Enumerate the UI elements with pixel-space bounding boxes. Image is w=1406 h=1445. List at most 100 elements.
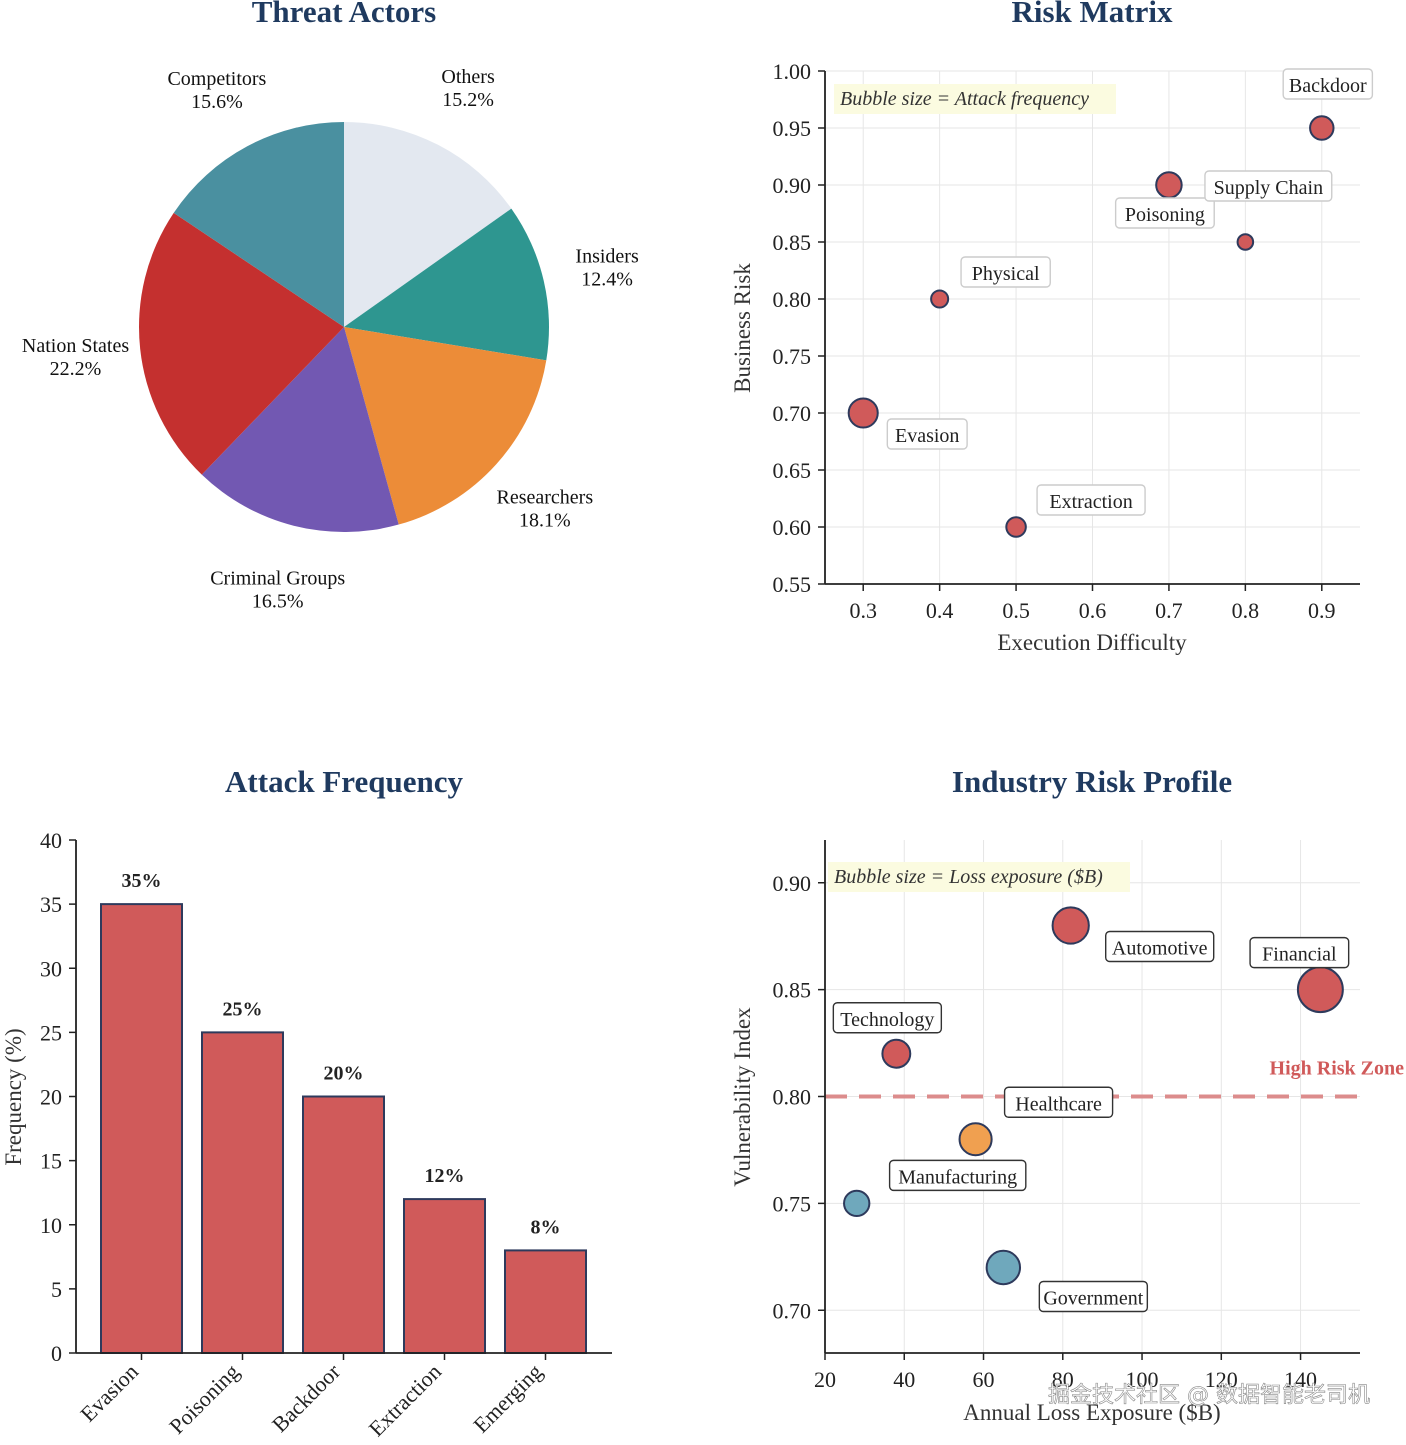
bar-emerging — [504, 1249, 587, 1355]
pie-label-competitors: Competitors — [167, 68, 266, 90]
label-box-evasion — [886, 418, 968, 450]
bubble-backdoor — [1309, 115, 1335, 141]
bubble-extraction — [1005, 516, 1027, 538]
label-box-backdoor — [1282, 68, 1374, 100]
bubble-label-backdoor: Backdoor — [1289, 75, 1367, 97]
tick-label-x-0: 20 — [814, 1367, 836, 1392]
bubble-financial — [1296, 966, 1344, 1014]
risk-matrix-ylabel: Business Risk — [730, 263, 755, 393]
risk-matrix-grid — [825, 70, 1360, 585]
tick-label-x-2: 0.5 — [1002, 598, 1030, 623]
tick-label-y-3: 0.85 — [773, 978, 812, 1003]
bar-value-poisoning: 25% — [223, 998, 263, 1020]
pie-slice-insiders — [344, 208, 549, 361]
tick-label-y-7: 35 — [40, 892, 62, 917]
tick-label-y-4: 0.75 — [773, 344, 812, 369]
tick-label-x-6: 0.9 — [1308, 598, 1336, 623]
bar-backdoor — [302, 1095, 385, 1354]
label-box-extraction — [1036, 484, 1146, 516]
pie-pct-competitors: 15.6% — [191, 91, 243, 113]
pie-label-insiders: Insiders — [575, 245, 639, 267]
bubble-healthcare — [958, 1122, 993, 1157]
risk-matrix-title: Risk Matrix — [1011, 0, 1173, 29]
tick-label-x-4: 0.7 — [1155, 598, 1183, 623]
watermark: 掘金技术社区 @ 数据智能老司机 — [1048, 1383, 1370, 1408]
bubble-government — [985, 1249, 1022, 1286]
high-risk-threshold: High Risk Zone — [825, 1058, 1405, 1099]
pie-slices — [139, 122, 549, 532]
label-box-financial — [1249, 936, 1350, 969]
bar-evasion — [100, 903, 183, 1354]
tick-label-x-0: 0.3 — [849, 598, 877, 623]
tick-label-x-5: 120 — [1205, 1367, 1238, 1392]
bubble-poisoning — [1155, 171, 1183, 199]
threat-actors-title: Threat Actors — [252, 0, 437, 29]
pie-label-nation-states: Nation States — [22, 335, 129, 357]
bubble-label-supply-chain: Supply Chain — [1214, 177, 1323, 199]
high-risk-zone-label: High Risk Zone — [1270, 1058, 1405, 1080]
industry-risk-axes: 20 40 60 80 100 120 140 0.70 0.75 0.80 0.85 0.90 — [773, 840, 1360, 1392]
bar-extraction — [403, 1198, 486, 1354]
bubble-label-manufacturing: Manufacturing — [898, 1166, 1017, 1188]
tick-label-y-6: 30 — [40, 956, 62, 981]
label-box-healthcare — [1003, 1086, 1114, 1118]
bubble-technology — [881, 1038, 912, 1069]
category-label-emerging: Emerging — [468, 1359, 547, 1438]
risk-matrix-note: Bubble size = Attack frequency — [834, 84, 1116, 114]
tick-label-y-8: 0.95 — [773, 116, 812, 141]
pie-pct-criminal-groups: 16.5% — [252, 591, 304, 613]
tick-label-y-5: 0.80 — [773, 287, 812, 312]
bar-value-evasion: 35% — [122, 870, 162, 892]
label-box-automotive — [1105, 930, 1215, 963]
pie-slice-criminal-groups — [201, 327, 399, 532]
industry-risk-points: Financial Automotive Technology Healthcare M… — [832, 906, 1350, 1313]
label-box-physical — [960, 256, 1051, 288]
industry-risk-note-bg — [828, 862, 1130, 892]
bubble-label-evasion: Evasion — [895, 425, 959, 447]
tick-label-y-3: 0.70 — [773, 401, 812, 426]
bubble-label-government: Government — [1043, 1288, 1143, 1310]
tick-label-y-0: 0 — [51, 1341, 62, 1366]
bar-value-extraction: 12% — [425, 1165, 465, 1187]
bar-value-emerging: 8% — [531, 1216, 561, 1238]
risk-matrix-panel: Risk Matrix Bubble size = Attack frequen… — [730, 0, 1374, 655]
pie-label-researchers: Researchers — [496, 487, 593, 509]
bubble-manufacturing — [843, 1189, 871, 1218]
label-box-technology — [832, 1002, 943, 1034]
industry-risk-title: Industry Risk Profile — [952, 764, 1232, 799]
tick-label-y-4: 20 — [40, 1085, 62, 1110]
pie-pct-researchers: 18.1% — [519, 510, 571, 532]
tick-label-y-2: 0.80 — [773, 1085, 812, 1110]
category-label-backdoor: Backdoor — [267, 1358, 346, 1437]
tick-label-y-1: 0.75 — [773, 1191, 812, 1216]
attack-frequency-bars: 35% 25% 20% 12% 8% — [100, 870, 587, 1355]
risk-matrix-points: Evasion Poisoning Backdoor Extraction Physic… — [847, 68, 1374, 538]
industry-risk-ylabel: Vulnerability Index — [730, 1007, 755, 1187]
bubble-automotive — [1051, 906, 1090, 945]
pie-slice-others — [344, 122, 512, 327]
tick-label-y-6: 0.85 — [773, 230, 812, 255]
industry-risk-xlabel: Annual Loss Exposure ($B) — [963, 1400, 1220, 1425]
pie-pct-nation-states: 22.2% — [50, 358, 102, 380]
industry-risk-note-text: Bubble size = Loss exposure ($B) — [834, 866, 1103, 888]
tick-label-x-2: 60 — [973, 1367, 995, 1392]
pie-pct-others: 15.2% — [442, 89, 494, 111]
tick-label-x-1: 0.4 — [926, 598, 954, 623]
tick-label-y-7: 0.90 — [773, 173, 812, 198]
risk-matrix-axes: 0.3 0.4 0.5 0.6 0.7 0.8 0.9 0.55 0.60 0.65 0.70 0.7… — [773, 59, 1360, 623]
category-label-extraction: Extraction — [364, 1359, 446, 1441]
bar-value-backdoor: 20% — [324, 1063, 364, 1085]
tick-label-y-4: 0.90 — [773, 871, 812, 896]
bubble-label-healthcare: Healthcare — [1015, 1093, 1102, 1115]
tick-label-y-9: 1.00 — [773, 59, 812, 84]
tick-label-y-2: 10 — [40, 1213, 62, 1238]
bubble-label-extraction: Extraction — [1049, 491, 1132, 513]
industry-risk-panel: Industry Risk Profile Bubble size = Loss… — [730, 764, 1404, 1425]
tick-label-y-2: 0.65 — [773, 458, 812, 483]
label-box-poisoning — [1114, 197, 1215, 229]
tick-label-y-3: 15 — [40, 1149, 62, 1174]
pie-pct-insiders: 12.4% — [581, 268, 633, 290]
